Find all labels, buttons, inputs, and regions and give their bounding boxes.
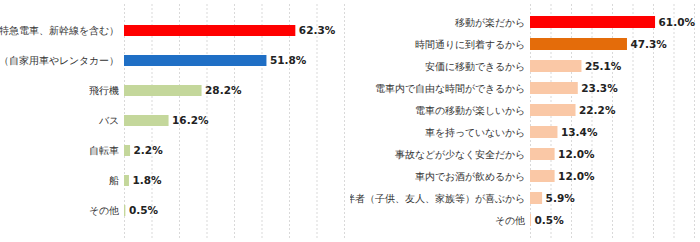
svg-text:16.2%: 16.2% [172, 114, 209, 126]
svg-text:22.2%: 22.2% [579, 104, 616, 116]
svg-text:5.9%: 5.9% [546, 192, 576, 204]
svg-text:その他: その他 [495, 215, 525, 226]
svg-text:25.1%: 25.1% [585, 60, 622, 72]
svg-text:自転車: 自転車 [89, 145, 119, 156]
svg-text:車（自家用車やレンタカー）: 車（自家用車やレンタカー） [0, 55, 119, 66]
svg-text:電車の移動が楽しいから: 電車の移動が楽しいから [415, 105, 525, 116]
svg-text:1.8%: 1.8% [132, 174, 162, 186]
svg-text:船: 船 [109, 175, 119, 186]
svg-text:51.8%: 51.8% [270, 54, 307, 66]
svg-text:事故などが少なく安全だから: 事故などが少なく安全だから [395, 149, 525, 160]
svg-text:安価に移動できるから: 安価に移動できるから [425, 61, 525, 72]
svg-text:2.2%: 2.2% [134, 144, 164, 156]
svg-text:同伴者（子供、友人、家族等）が喜ぶから: 同伴者（子供、友人、家族等）が喜ぶから [350, 193, 525, 204]
svg-text:車内でお酒が飲めるから: 車内でお酒が飲めるから [415, 171, 525, 182]
svg-text:バス: バス [98, 115, 119, 126]
svg-text:23.3%: 23.3% [581, 82, 618, 94]
svg-text:0.5%: 0.5% [535, 214, 565, 226]
svg-text:12.0%: 12.0% [558, 148, 595, 160]
svg-text:電車（特急電車、新幹線を含む）: 電車（特急電車、新幹線を含む） [0, 25, 119, 36]
svg-text:車を持っていないから: 車を持っていないから [425, 127, 525, 138]
svg-text:62.3%: 62.3% [299, 24, 336, 36]
svg-text:13.4%: 13.4% [561, 126, 598, 138]
svg-text:移動が楽だから: 移動が楽だから [455, 17, 525, 28]
svg-text:61.0%: 61.0% [659, 16, 696, 28]
svg-text:12.0%: 12.0% [558, 170, 595, 182]
svg-text:0.5%: 0.5% [129, 204, 159, 216]
svg-text:その他: その他 [89, 205, 119, 216]
svg-text:47.3%: 47.3% [630, 38, 667, 50]
svg-text:飛行機: 飛行機 [89, 85, 119, 96]
svg-text:電車内で自由な時間ができるから: 電車内で自由な時間ができるから [375, 83, 525, 94]
svg-text:28.2%: 28.2% [205, 84, 242, 96]
svg-text:時間通りに到着するから: 時間通りに到着するから [415, 39, 525, 50]
